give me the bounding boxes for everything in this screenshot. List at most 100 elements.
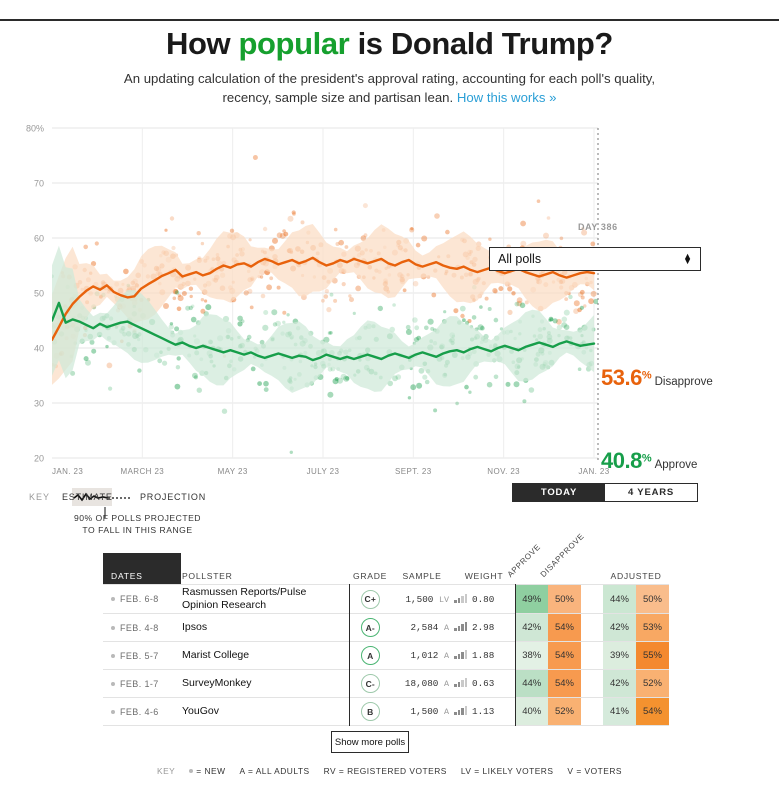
title-pre: How: [166, 26, 239, 61]
svg-text:20: 20: [34, 454, 44, 464]
chevron-updown-icon: ▲ ▼: [683, 251, 692, 266]
disapprove-word: Disapprove: [654, 376, 713, 388]
key-illustration: [72, 488, 132, 518]
title-highlight: popular: [238, 26, 350, 61]
table-row[interactable]: FEB. 4-6 YouGov B 1,500 A 1.13 40% 52% 41% 54%: [103, 697, 669, 726]
how-this-works-link[interactable]: How this works »: [456, 90, 557, 106]
cell-weight: 0.63: [453, 670, 515, 698]
subtitle-line-1: An updating calculation of the president…: [123, 70, 656, 86]
polls-table-body: FEB. 6-8 Rasmussen Reports/Pulse Opinion …: [103, 584, 669, 726]
approve-value: 40.8: [601, 448, 642, 473]
svg-text:JAN. 23: JAN. 23: [52, 467, 83, 476]
cell-grade: A: [348, 641, 391, 670]
svg-text:40: 40: [34, 344, 44, 354]
new-dot-icon: [111, 653, 115, 658]
footer-key-lv: LV = LIKELY VOTERS: [460, 766, 554, 776]
cell-approve: 42%: [514, 613, 548, 642]
polls-table-container: DATES POLLSTER GRADE SAMPLE WEIGHT APPRO…: [103, 532, 669, 726]
table-header-row: DATES POLLSTER GRADE SAMPLE WEIGHT APPRO…: [103, 532, 669, 585]
cell-gap: [581, 641, 603, 670]
cell-adjusted-disapprove: 50%: [636, 584, 669, 614]
poll-filter-value: All polls: [498, 252, 542, 266]
cell-gap: [581, 669, 603, 698]
svg-text:JULY 23: JULY 23: [307, 467, 340, 476]
weight-bars-icon: [454, 706, 467, 716]
cell-pollster[interactable]: YouGov: [182, 705, 219, 718]
key-range-note: 90% OF POLLS PROJECTED TO FALL IN THIS R…: [30, 512, 245, 537]
cell-adjusted-disapprove: 53%: [636, 613, 669, 642]
footer-key: KEY = NEW A = ALL ADULTS RV = REGISTERED…: [0, 766, 779, 776]
cell-gap: [581, 697, 603, 726]
cell-weight: 1.13: [453, 698, 515, 726]
cell-pollster[interactable]: SurveyMonkey: [182, 677, 252, 690]
cell-approve: 44%: [514, 669, 548, 698]
svg-text:MAY 23: MAY 23: [218, 467, 248, 476]
cell-dates: FEB. 4-6: [103, 698, 181, 726]
column-header-disapprove[interactable]: DISAPPROVE: [539, 532, 586, 585]
column-header-sample[interactable]: SAMPLE: [402, 571, 442, 581]
cell-weight: 2.98: [453, 614, 515, 642]
show-more-polls-button[interactable]: Show more polls: [331, 731, 409, 753]
cell-disapprove: 54%: [548, 641, 581, 670]
poll-filter-dropdown[interactable]: All polls ▲ ▼: [489, 247, 701, 271]
table-row[interactable]: FEB. 6-8 Rasmussen Reports/Pulse Opinion …: [103, 584, 669, 614]
cell-grade: C+: [348, 584, 391, 614]
footer-key-new-text: = NEW: [196, 766, 226, 776]
column-header-dates[interactable]: DATES: [103, 553, 181, 585]
svg-text:50: 50: [34, 289, 44, 299]
table-row[interactable]: FEB. 4-8 Ipsos A- 2,584 A 2.98 42% 54% 42% 53%: [103, 613, 669, 642]
footer-key-rv: RV = REGISTERED VOTERS: [323, 766, 447, 776]
footer-key-v: V = VOTERS: [567, 766, 622, 776]
toggle-four-years[interactable]: 4 YEARS: [605, 484, 697, 501]
column-header-adjusted[interactable]: ADJUSTED: [610, 571, 662, 581]
cell-gap: [581, 613, 603, 642]
cell-disapprove: 50%: [548, 584, 581, 614]
cell-grade: C-: [348, 669, 391, 698]
cell-adjusted-approve: 42%: [603, 613, 636, 642]
trend-lines: [52, 256, 596, 362]
cell-approve: 40%: [514, 697, 548, 726]
cell-pollster[interactable]: Marist College: [182, 649, 250, 662]
cell-approve: 38%: [514, 641, 548, 670]
timeframe-toggle[interactable]: TODAY 4 YEARS: [512, 483, 698, 502]
page-subtitle: An updating calculation of the president…: [110, 69, 670, 109]
table-row[interactable]: FEB. 5-7 Marist College A 1,012 A 1.88 38% 54%…: [103, 641, 669, 670]
new-dot-icon: [111, 709, 115, 714]
cell-sample: 18,080 A: [404, 678, 449, 690]
cell-sample: 1,012 A: [410, 650, 449, 662]
weight-bars-icon: [454, 650, 467, 660]
grade-badge: C-: [360, 674, 380, 694]
top-divider: [0, 19, 779, 21]
key-projection-label: PROJECTION: [140, 492, 207, 502]
cell-adjusted-approve: 42%: [603, 669, 636, 698]
column-header-pollster[interactable]: POLLSTER: [182, 571, 233, 581]
svg-text:70: 70: [34, 179, 44, 189]
key-label: KEY: [29, 492, 51, 502]
chart-x-tick-labels: JAN. 23 MARCH 23 MAY 23 JULY 23 SEPT. 23 NOV.…: [52, 467, 609, 476]
chart-key: KEY ESTIMATE PROJECTION 90% OF POLLS PRO…: [0, 485, 779, 540]
toggle-today[interactable]: TODAY: [513, 484, 605, 501]
cell-sample: 1,500 A: [410, 706, 449, 718]
cell-dates: FEB. 5-7: [103, 642, 181, 670]
chart-svg: 80% 70 60 50 40 30 20 JAN. 23 MARCH 23 MAY 23 JUL…: [26, 124, 609, 477]
column-header-grade[interactable]: GRADE: [352, 571, 388, 581]
cell-gap: [581, 584, 603, 614]
cell-pollster[interactable]: Ipsos: [182, 621, 208, 634]
cell-approve: 49%: [514, 584, 548, 614]
cell-sample: 2,584 A: [410, 622, 449, 634]
grade-badge: A: [360, 646, 380, 666]
confidence-bands: [52, 224, 594, 393]
column-header-weight[interactable]: WEIGHT: [464, 571, 504, 581]
cell-adjusted-approve: 39%: [603, 641, 636, 670]
cell-dates: FEB. 1-7: [103, 670, 181, 698]
cell-weight: 0.80: [453, 585, 515, 614]
footer-key-label: KEY: [156, 766, 176, 776]
svg-text:80%: 80%: [26, 124, 44, 134]
svg-text:MARCH 23: MARCH 23: [121, 467, 165, 476]
day-counter-label: DAY 386: [578, 222, 618, 232]
cell-pollster[interactable]: Rasmussen Reports/Pulse Opinion Research: [182, 586, 307, 612]
table-row[interactable]: FEB. 1-7 SurveyMonkey C- 18,080 A 0.63 44% 54%…: [103, 669, 669, 698]
grade-badge: B: [360, 702, 380, 722]
new-dot-icon: [111, 625, 115, 630]
title-post: is Donald Trump?: [349, 26, 614, 61]
